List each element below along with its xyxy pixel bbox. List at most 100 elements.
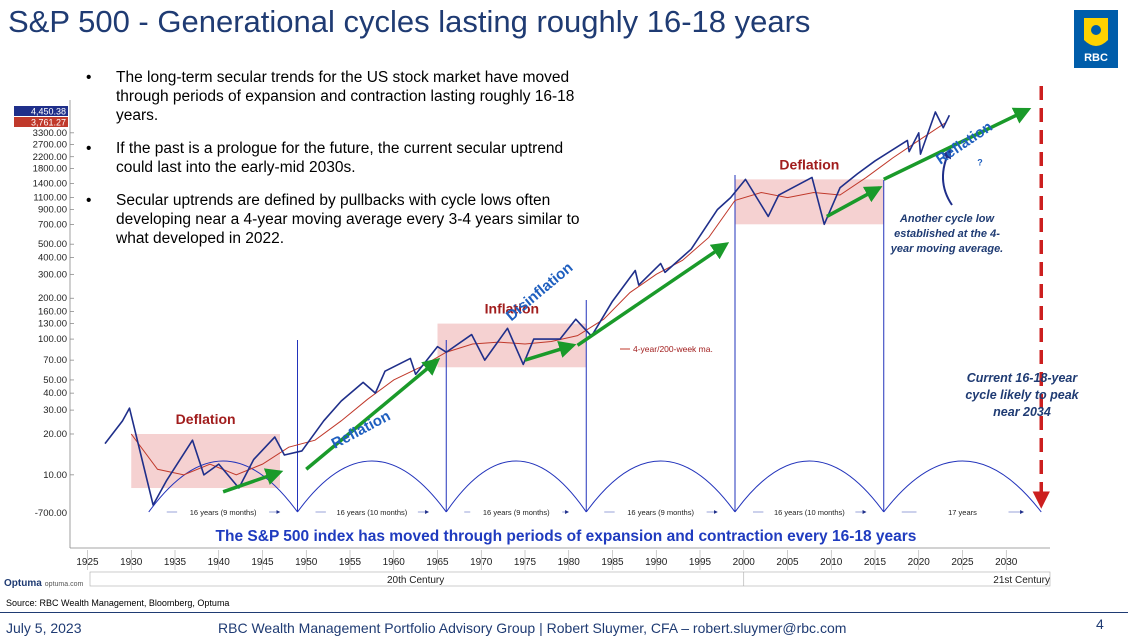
cycle-label-bg [614,507,707,517]
page-title: S&P 500 - Generational cycles lasting ro… [8,4,811,39]
trend-arrow [305,357,441,471]
cycle-arc [148,460,298,513]
bullet-item: • Secular uptrends are defined by pullbac… [86,191,586,248]
rbc-logo [1074,10,1118,68]
x-tick-label: 1995 [689,557,712,568]
y-tick-label: 50.00 [43,375,67,386]
trend-label: Disinflation [503,259,576,325]
optuma-logo: Optuma optuma.com [4,578,83,589]
century-band [89,571,1051,587]
y-tick-label: 20.00 [43,429,67,440]
x-tick-label: 1940 [208,557,231,568]
cycle-arc [445,460,587,513]
x-tick-label: 1975 [514,557,537,568]
y-tick-label: 130.00 [38,319,67,330]
trend-label: ? [977,157,983,167]
page-number: 4 [1096,616,1104,632]
century-label: 21st Century [993,575,1050,586]
y-tick-label: 400.00 [38,252,67,263]
cycle-label: 16 years (9 months) [627,508,694,517]
x-tick-label: 2010 [820,557,843,568]
x-tick-label: 1965 [426,557,449,568]
cycle-label: 16 years (9 months) [190,508,257,517]
footer-divider [0,612,1128,613]
bullet-item: • If the past is a prologue for the futur… [86,139,586,177]
cycle-arc [734,460,885,513]
x-tick-label: 1970 [470,557,493,568]
trend-arrow [576,242,730,347]
ma-line [130,122,946,476]
cycle-label: 17 years [948,508,977,517]
bullet-text: If the past is a prologue for the future… [116,140,564,176]
x-tick-label: 1960 [383,557,406,568]
trend-arrow [826,186,883,218]
rbc-logo-text: RBC [1084,52,1108,64]
y-tick-label: 100.00 [38,334,67,345]
century-label: 20th Century [387,575,444,586]
cycle-low-note: Another cycle low established at the 4-y… [890,213,1004,255]
bullet-text: The long-term secular trends for the US … [116,69,575,124]
bottom-caption: The S&P 500 index has moved through peri… [216,528,917,545]
y-tick-label: 1800.00 [33,164,67,175]
cycle-label: 16 years (10 months) [336,508,407,517]
price-label: 4,450.38 [31,107,66,117]
y-tick-label: 2200.00 [33,152,67,163]
x-tick-label: 2025 [951,557,974,568]
cycle-label: 16 years (9 months) [483,508,550,517]
x-tick-label: 2015 [864,557,887,568]
trend-label: Reflation [329,407,394,452]
x-tick-label: 1950 [295,557,318,568]
optuma-url: optuma.com [44,581,84,588]
source-note: Source: RBC Wealth Management, Bloomberg… [6,598,230,608]
zone-label: Deflation [176,411,236,427]
y-tick-label: 900.00 [38,204,67,215]
x-tick-label: 2000 [733,557,756,568]
x-tick-label: 1980 [558,557,581,568]
x-tick-label: 1955 [339,557,362,568]
cycle-low-pointer [941,148,953,206]
price-label: 3,761.27 [31,118,66,128]
bullet-item: • The long-term secular trends for the US… [86,68,586,125]
zone-2 [735,179,884,225]
x-tick-label: 2005 [776,557,799,568]
y-tick-label: 3300.00 [33,128,67,139]
bullet-text: Secular uptrends are defined by pullback… [116,192,580,247]
ma-legend-label: 4-year/200-week ma. [633,344,713,354]
x-tick-label: 1925 [76,557,99,568]
cycle-arc [883,460,1042,513]
zone-label: Inflation [485,301,539,317]
y-tick-label: 160.00 [38,306,67,317]
y-tick-label: 200.00 [38,293,67,304]
zone-1 [437,323,587,368]
price-label-bg [14,117,68,127]
trend-arrow [524,341,577,362]
cycle-arc [297,460,447,513]
y-tick-label: 2700.00 [33,140,67,151]
x-tick-label: 1930 [120,557,143,568]
x-tick-label: 1945 [251,557,274,568]
footer-date: July 5, 2023 [6,620,82,636]
y-tick-label: 1100.00 [33,193,67,204]
price-label-bg [14,106,68,116]
trend-arrow [222,468,284,494]
y-tick-label: 300.00 [38,269,67,280]
bullet-list: • The long-term secular trends for the US… [86,68,586,262]
optuma-name: Optuma [4,578,42,589]
trend-arrow [882,107,1032,181]
x-tick-label: 1985 [601,557,624,568]
y-tick-label: 10.00 [43,470,67,481]
y-tick-label: 500.00 [38,239,67,250]
cycle-arc [585,460,736,513]
y-tick-label: 70.00 [43,355,67,366]
x-tick-label: 1935 [164,557,187,568]
cycle-label-bg [177,507,270,517]
x-tick-label: 1990 [645,557,668,568]
x-tick-label: 2030 [995,557,1018,568]
y-tick-label: 1400.00 [33,178,67,189]
cycle-label-bg [470,507,563,517]
footer-credit: RBC Wealth Management Portfolio Advisory… [218,620,847,636]
cycle-label-bg [325,507,418,517]
price-line [104,111,951,506]
cycle-label-bg [763,507,856,517]
